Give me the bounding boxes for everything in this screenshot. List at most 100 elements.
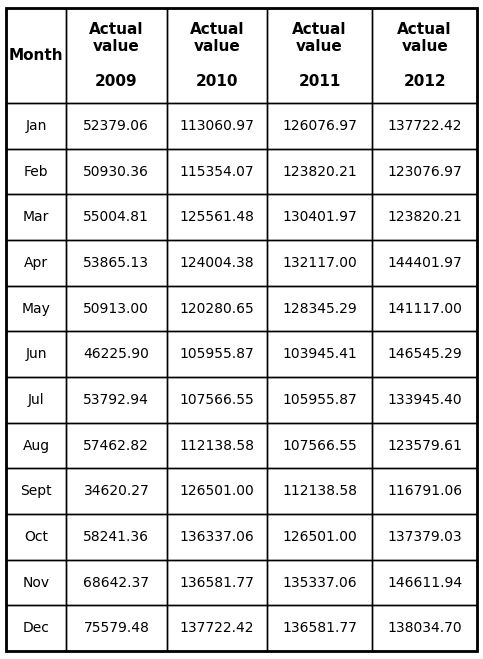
Text: 144401.97: 144401.97 <box>387 256 462 270</box>
Bar <box>6 423 66 469</box>
Bar <box>66 286 167 331</box>
Bar <box>66 331 167 377</box>
Bar <box>6 514 66 559</box>
Bar <box>372 194 477 240</box>
Bar <box>267 377 372 423</box>
Text: 141117.00: 141117.00 <box>387 302 462 316</box>
Text: 105955.87: 105955.87 <box>179 347 254 361</box>
Bar <box>372 606 477 651</box>
Bar <box>267 8 372 103</box>
Text: 130401.97: 130401.97 <box>282 210 357 224</box>
Bar <box>167 559 267 606</box>
Text: Jul: Jul <box>28 393 44 407</box>
Bar <box>66 377 167 423</box>
Bar <box>66 240 167 286</box>
Bar <box>66 423 167 469</box>
Text: 50913.00: 50913.00 <box>84 302 149 316</box>
Bar <box>167 103 267 149</box>
Bar <box>167 469 267 514</box>
Text: 146611.94: 146611.94 <box>387 575 462 590</box>
Bar <box>267 423 372 469</box>
Text: 136581.77: 136581.77 <box>282 621 357 635</box>
Bar <box>6 286 66 331</box>
Text: 50930.36: 50930.36 <box>84 165 149 179</box>
Bar <box>372 423 477 469</box>
Bar <box>372 103 477 149</box>
Text: Dec: Dec <box>23 621 49 635</box>
Bar <box>372 331 477 377</box>
Bar <box>267 514 372 559</box>
Text: 116791.06: 116791.06 <box>387 484 462 498</box>
Bar <box>167 331 267 377</box>
Bar <box>6 8 66 103</box>
Text: Actual
value

2011: Actual value 2011 <box>292 22 347 89</box>
Text: Actual
value

2009: Actual value 2009 <box>89 22 143 89</box>
Text: Feb: Feb <box>24 165 48 179</box>
Text: 53792.94: 53792.94 <box>84 393 149 407</box>
Text: 57462.82: 57462.82 <box>84 439 149 453</box>
Text: 115354.07: 115354.07 <box>180 165 254 179</box>
Text: Apr: Apr <box>24 256 48 270</box>
Text: 123820.21: 123820.21 <box>387 210 462 224</box>
Text: Actual
value

2010: Actual value 2010 <box>189 22 244 89</box>
Bar <box>372 559 477 606</box>
Text: 128345.29: 128345.29 <box>282 302 357 316</box>
Bar <box>372 8 477 103</box>
Text: 112138.58: 112138.58 <box>282 484 357 498</box>
Text: 34620.27: 34620.27 <box>84 484 149 498</box>
Bar <box>267 559 372 606</box>
Text: 137379.03: 137379.03 <box>387 530 462 544</box>
Bar <box>66 194 167 240</box>
Text: 132117.00: 132117.00 <box>282 256 357 270</box>
Text: 126501.00: 126501.00 <box>282 530 357 544</box>
Text: 120280.65: 120280.65 <box>179 302 254 316</box>
Text: 146545.29: 146545.29 <box>387 347 462 361</box>
Text: 136337.06: 136337.06 <box>179 530 254 544</box>
Text: 105955.87: 105955.87 <box>282 393 357 407</box>
Text: May: May <box>22 302 50 316</box>
Bar <box>167 194 267 240</box>
Bar <box>167 377 267 423</box>
Bar <box>66 559 167 606</box>
Text: Oct: Oct <box>24 530 48 544</box>
Text: 53865.13: 53865.13 <box>84 256 149 270</box>
Bar <box>6 149 66 194</box>
Bar <box>6 469 66 514</box>
Text: Mar: Mar <box>23 210 49 224</box>
Bar <box>66 8 167 103</box>
Text: 113060.97: 113060.97 <box>179 119 254 133</box>
Bar <box>167 149 267 194</box>
Bar <box>66 103 167 149</box>
Text: 123820.21: 123820.21 <box>282 165 357 179</box>
Text: 126501.00: 126501.00 <box>179 484 254 498</box>
Bar <box>372 377 477 423</box>
Bar <box>372 240 477 286</box>
Bar <box>6 606 66 651</box>
Bar <box>267 469 372 514</box>
Text: Jun: Jun <box>25 347 47 361</box>
Text: Sept: Sept <box>20 484 52 498</box>
Bar <box>167 514 267 559</box>
Bar <box>167 286 267 331</box>
Bar <box>267 331 372 377</box>
Bar <box>267 194 372 240</box>
Text: Actual
value

2012: Actual value 2012 <box>398 22 452 89</box>
Bar <box>6 377 66 423</box>
Text: Nov: Nov <box>22 575 50 590</box>
Bar <box>66 469 167 514</box>
Text: 133945.40: 133945.40 <box>387 393 462 407</box>
Text: 107566.55: 107566.55 <box>179 393 254 407</box>
Bar <box>167 423 267 469</box>
Text: 137722.42: 137722.42 <box>387 119 462 133</box>
Bar <box>167 606 267 651</box>
Text: 75579.48: 75579.48 <box>84 621 149 635</box>
Bar <box>372 286 477 331</box>
Bar <box>267 606 372 651</box>
Text: 46225.90: 46225.90 <box>84 347 149 361</box>
Bar <box>372 469 477 514</box>
Text: 68642.37: 68642.37 <box>84 575 149 590</box>
Text: 124004.38: 124004.38 <box>180 256 254 270</box>
Bar <box>66 514 167 559</box>
Bar <box>66 606 167 651</box>
Text: 107566.55: 107566.55 <box>282 439 357 453</box>
